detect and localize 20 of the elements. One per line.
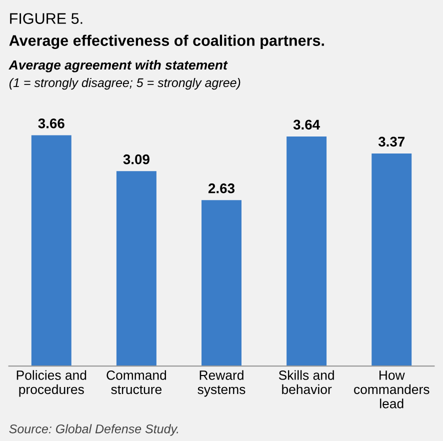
bar bbox=[31, 135, 72, 366]
data-label: 3.09 bbox=[123, 154, 150, 164]
bar bbox=[286, 136, 327, 366]
data-label: 3.37 bbox=[378, 136, 405, 147]
x-tick-label: How commanders lead bbox=[354, 370, 430, 408]
chart-subtitle: Average agreement with statement bbox=[8, 60, 228, 72]
data-label: 2.63 bbox=[208, 183, 235, 194]
bar bbox=[372, 154, 412, 366]
x-tick-label: Reward systems bbox=[198, 370, 246, 397]
source-note: Source: Global Defense Study. bbox=[9, 424, 178, 436]
data-label: 3.66 bbox=[38, 118, 64, 128]
x-tick-label: Skills and behavior bbox=[278, 370, 334, 394]
x-tick-label: Policies and procedures bbox=[16, 370, 86, 397]
text: (1 = strongly disagree; 5 = strongly agree) bbox=[9, 78, 240, 90]
caption: FIGURE 5. bbox=[10, 13, 82, 24]
bar bbox=[202, 200, 242, 366]
x-tick-label: Command structure bbox=[106, 370, 166, 394]
chart-title: Average effectiveness of coalition partners. bbox=[9, 34, 324, 50]
data-label: 3.64 bbox=[293, 120, 320, 130]
bar bbox=[116, 171, 156, 366]
